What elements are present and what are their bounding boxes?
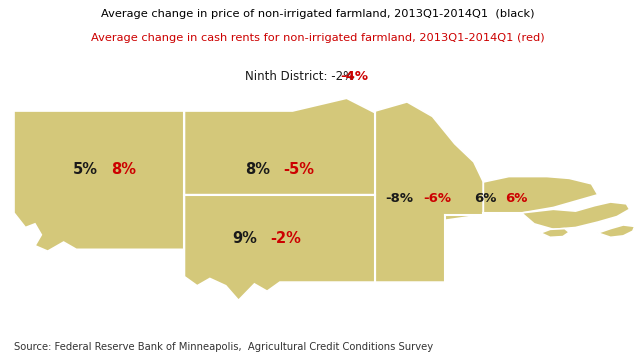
Text: -6%: -6%	[423, 192, 451, 205]
Text: 5%: 5%	[73, 162, 98, 177]
Polygon shape	[184, 98, 375, 195]
Text: 8%: 8%	[111, 162, 136, 177]
Polygon shape	[522, 202, 630, 229]
Text: 6%: 6%	[474, 192, 496, 205]
Text: 8%: 8%	[245, 162, 270, 177]
Text: -8%: -8%	[385, 192, 413, 205]
Text: Average change in cash rents for non-irrigated farmland, 2013Q1-2014Q1 (red): Average change in cash rents for non-irr…	[91, 33, 545, 43]
Text: -4%: -4%	[340, 70, 368, 83]
Text: -2%: -2%	[270, 231, 301, 246]
Text: 6%: 6%	[506, 192, 528, 205]
Text: Source: Federal Reserve Bank of Minneapolis,  Agricultural Credit Conditions Sur: Source: Federal Reserve Bank of Minneapo…	[14, 343, 433, 352]
Polygon shape	[483, 177, 598, 215]
Text: 9%: 9%	[232, 231, 257, 246]
Text: Average change in price of non-irrigated farmland, 2013Q1-2014Q1  (black): Average change in price of non-irrigated…	[101, 9, 535, 19]
Polygon shape	[598, 225, 635, 237]
Polygon shape	[184, 195, 375, 300]
Polygon shape	[541, 229, 569, 237]
Text: Ninth District: -2%: Ninth District: -2%	[245, 70, 354, 83]
Text: -5%: -5%	[283, 162, 314, 177]
Polygon shape	[375, 102, 483, 282]
Polygon shape	[14, 111, 184, 251]
